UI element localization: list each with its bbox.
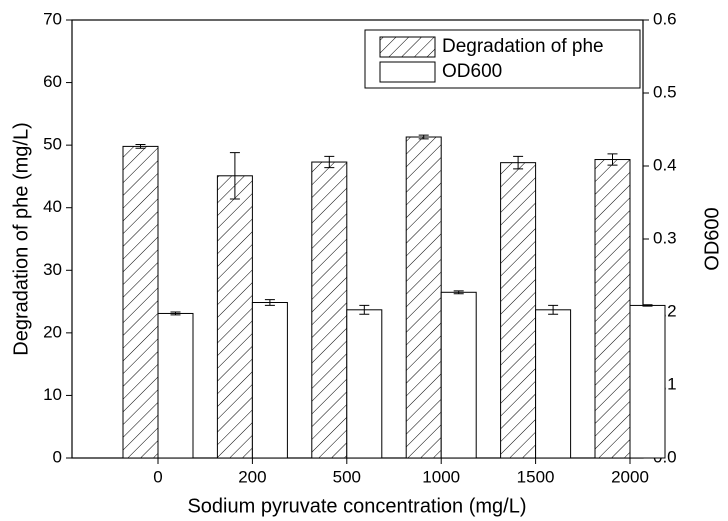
- error-bar: [453, 290, 464, 295]
- bar: [594, 159, 631, 459]
- x-tick-label: 500: [333, 467, 361, 486]
- error-bar: [607, 153, 618, 166]
- legend-label: Degradation of phe: [442, 36, 604, 57]
- error-bar: [324, 155, 335, 169]
- error-bar: [513, 155, 524, 170]
- x-tick-label: 1000: [422, 467, 460, 486]
- bar: [157, 312, 194, 459]
- bar: [500, 162, 537, 459]
- bar: [440, 291, 477, 459]
- y-tick-label: 50: [43, 135, 62, 154]
- bar: [629, 304, 666, 459]
- y-tick-label: 60: [43, 72, 62, 91]
- y2-tick-label: 0.3: [653, 228, 677, 247]
- y-tick-label: 10: [43, 385, 62, 404]
- error-bar: [548, 304, 559, 315]
- y-axis-title: Degradation of phe (mg/L): [10, 122, 32, 355]
- y-tick-label: 0: [53, 447, 62, 466]
- error-bar: [135, 144, 146, 149]
- bar: [346, 309, 383, 459]
- x-tick-label: 1500: [517, 467, 555, 486]
- error-bar: [264, 299, 275, 306]
- legend-swatch: [379, 36, 436, 58]
- bar: [535, 309, 572, 459]
- error-bar: [170, 311, 181, 316]
- y2-tick-label: 0.4: [653, 155, 677, 174]
- x-tick-label: 200: [238, 467, 266, 486]
- x-axis-title: Sodium pyruvate concentration (mg/L): [187, 495, 526, 517]
- bar: [251, 302, 288, 459]
- y-tick-label: 70: [43, 9, 62, 28]
- y2-tick-label: 0.6: [653, 9, 677, 28]
- y2-axis-title: OD600: [701, 207, 723, 270]
- y-tick-label: 40: [43, 197, 62, 216]
- error-bar: [229, 152, 240, 200]
- y2-tick-label: 0.5: [653, 82, 677, 101]
- error-bar: [642, 304, 653, 307]
- y-tick-label: 20: [43, 322, 62, 341]
- y-tick-label: 30: [43, 260, 62, 279]
- bar: [122, 145, 159, 459]
- error-bar: [359, 304, 370, 315]
- bar: [216, 175, 253, 459]
- legend-label: OD600: [442, 61, 502, 82]
- bar: [311, 161, 348, 459]
- legend-swatch: [379, 61, 436, 83]
- bar: [405, 136, 442, 459]
- x-tick-label: 0: [153, 467, 162, 486]
- error-bar: [418, 134, 429, 140]
- x-tick-label: 2000: [611, 467, 649, 486]
